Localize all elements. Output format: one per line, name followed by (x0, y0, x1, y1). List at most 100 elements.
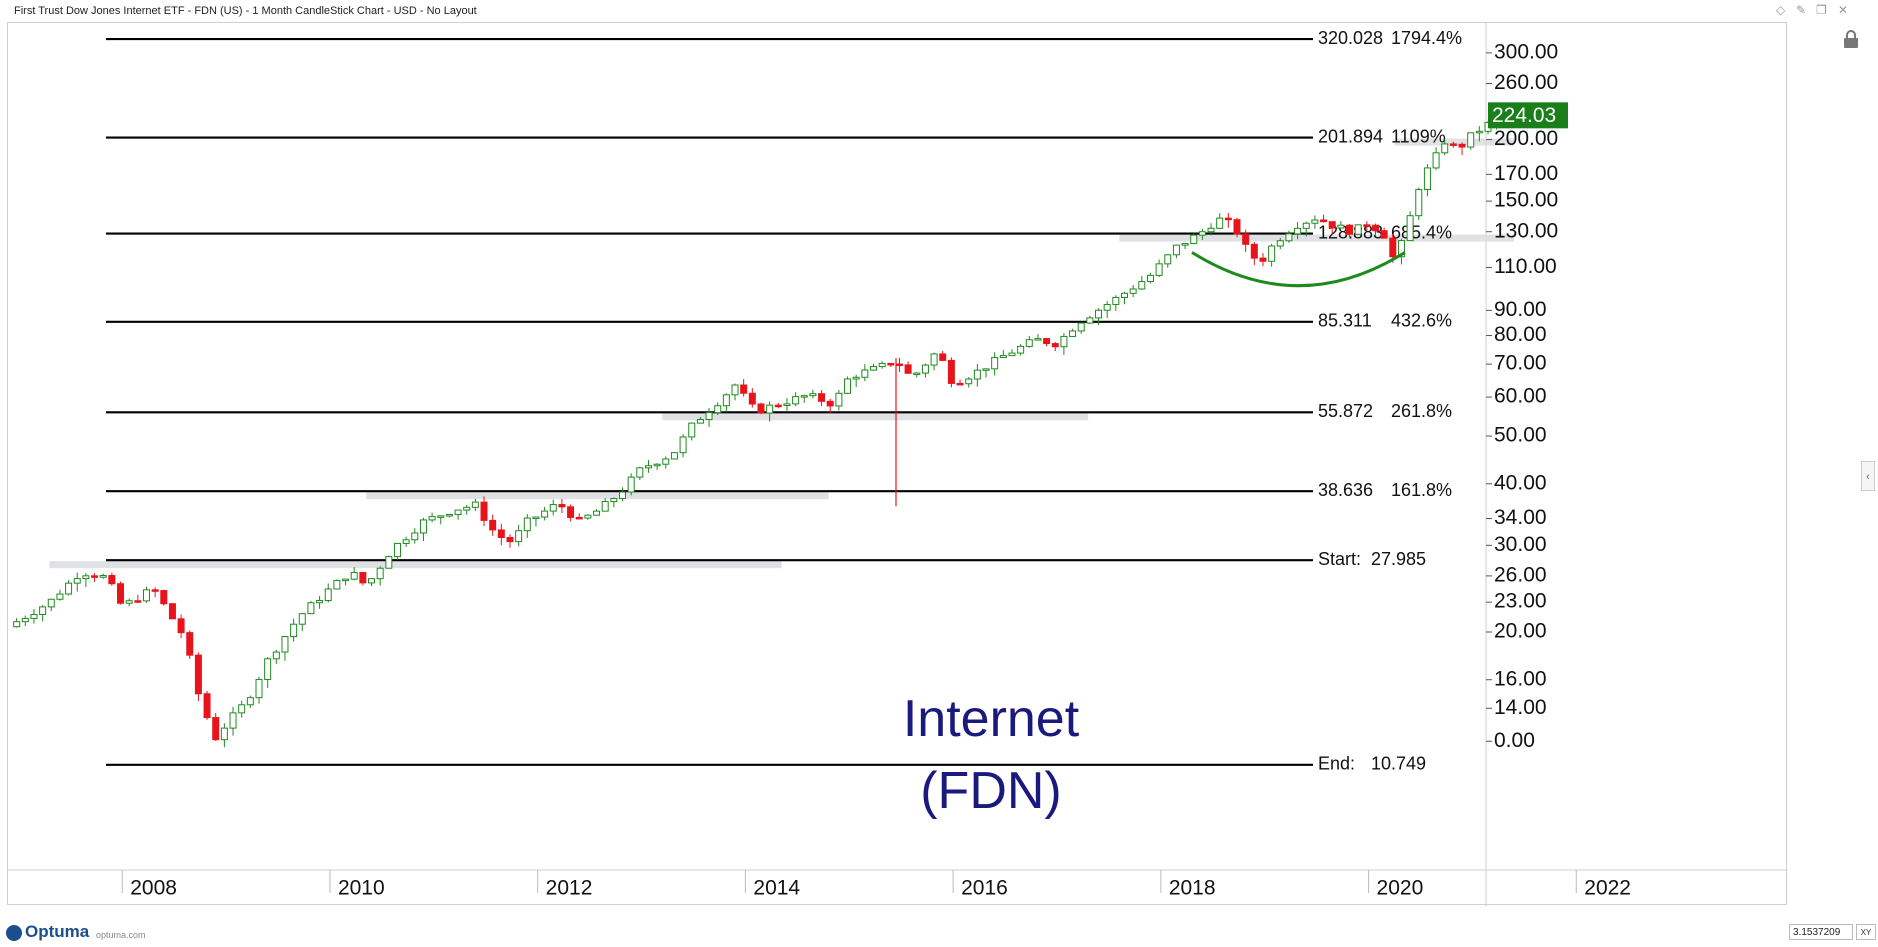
candle-body-97 (852, 376, 860, 380)
candle-body-64 (567, 506, 575, 518)
fib-pct-label-2: 685.4% (1391, 222, 1452, 242)
candle-body-38 (342, 578, 350, 582)
chevron-left-icon[interactable]: ‹ (1861, 461, 1875, 491)
candle-body-7 (73, 578, 81, 584)
candle-body-37 (333, 580, 341, 590)
candle-body-62 (549, 504, 557, 512)
candle-body-42 (376, 567, 384, 580)
candle-body-3 (39, 606, 47, 616)
candle-body-98 (861, 369, 869, 378)
candle-body-8 (82, 575, 90, 580)
candle-body-30 (272, 651, 280, 660)
candle-body-167 (1458, 143, 1466, 148)
candle-body-28 (255, 678, 263, 699)
candle-body-1 (21, 617, 29, 623)
candle-body-34 (307, 602, 315, 615)
candle-body-86 (757, 403, 765, 414)
candle-body-77 (679, 436, 687, 454)
candle-body-27 (246, 697, 254, 706)
candle-body-6 (65, 582, 73, 595)
fib-price-label-6: Start: (1318, 549, 1361, 569)
y-tick-label-20: 0.00 (1494, 729, 1535, 752)
candle-body-150 (1311, 219, 1319, 224)
candle-body-31 (281, 636, 289, 653)
y-tick-label-13: 34.00 (1494, 506, 1547, 529)
lock-icon[interactable] (1840, 28, 1862, 50)
candle-body-52 (463, 506, 471, 511)
candle-body-89 (783, 403, 791, 406)
candle-body-104 (913, 372, 921, 376)
candle-body-99 (869, 366, 877, 371)
chart-watermark: Internet (FDN) (826, 683, 1156, 827)
y-tick-label-7: 90.00 (1494, 298, 1547, 321)
xy-button[interactable]: XY (1856, 924, 1876, 940)
y-tick-label-2: 200.00 (1494, 127, 1558, 150)
candle-body-9 (91, 575, 99, 578)
candle-body-120 (1051, 343, 1059, 348)
candle-body-160 (1397, 240, 1405, 258)
candle-body-168 (1467, 132, 1475, 148)
candle-body-22 (203, 693, 211, 719)
candle-body-92 (809, 393, 817, 397)
candle-body-142 (1242, 233, 1250, 245)
scale-readout[interactable]: 3.1537209 (1789, 924, 1853, 940)
candle-body-143 (1250, 243, 1258, 259)
candle-body-24 (220, 727, 228, 741)
pin-icon[interactable]: ✎ (1796, 3, 1807, 17)
y-tick-label-12: 40.00 (1494, 471, 1547, 494)
candle-body-12 (117, 583, 125, 604)
candle-body-5 (56, 593, 64, 600)
candle-body-159 (1389, 237, 1397, 258)
candle-body-40 (359, 572, 367, 584)
candle-body-94 (826, 400, 834, 407)
candle-body-155 (1354, 224, 1362, 235)
candle-body-106 (930, 353, 938, 366)
x-tick-label-2: 2012 (546, 877, 593, 900)
candle-body-134 (1172, 244, 1180, 256)
candle-body-149 (1302, 222, 1310, 229)
candle-body-55 (489, 519, 497, 531)
candle-body-58 (515, 530, 523, 543)
candle-body-141 (1233, 219, 1241, 235)
last-price-tag (1488, 102, 1568, 129)
candle-body-20 (186, 632, 194, 656)
candle-body-122 (1069, 330, 1077, 337)
close-icon[interactable]: ✕ (1838, 3, 1849, 17)
candle-body-95 (835, 392, 843, 407)
optuma-logo: Optuma (6, 922, 89, 942)
candlestick-chart[interactable]: 320.0281794.4%201.8941109%128.883685.4%8… (8, 23, 1788, 906)
chart-panel[interactable]: 320.0281794.4%201.8941109%128.883685.4%8… (7, 22, 1788, 906)
candle-body-164 (1432, 152, 1440, 169)
y-tick-label-9: 70.00 (1494, 352, 1547, 375)
candle-body-126 (1103, 303, 1111, 311)
candle-body-132 (1155, 263, 1163, 276)
candle-body-158 (1380, 230, 1388, 239)
candle-body-60 (532, 516, 540, 520)
x-tick-label-3: 2014 (753, 877, 800, 900)
candle-body-32 (290, 623, 298, 638)
candle-body-131 (1146, 274, 1154, 283)
candle-body-19 (177, 618, 185, 634)
candle-body-152 (1328, 221, 1336, 229)
candle-body-116 (1017, 345, 1025, 354)
candle-body-51 (454, 509, 462, 516)
candle-body-151 (1320, 219, 1328, 223)
candle-body-117 (1025, 339, 1033, 347)
candle-body-17 (160, 590, 168, 605)
pattern-arc (1191, 251, 1406, 288)
candle-body-46 (411, 532, 419, 541)
candle-body-140 (1224, 217, 1232, 221)
y-tick-label-4: 150.00 (1494, 189, 1558, 212)
candle-body-153 (1337, 224, 1345, 229)
y-tick-label-11: 50.00 (1494, 424, 1547, 447)
y-tick-label-15: 26.00 (1494, 563, 1547, 586)
candle-body-63 (558, 504, 566, 508)
support-zone-1 (366, 492, 829, 500)
y-tick-label-10: 60.00 (1494, 385, 1547, 408)
candle-body-71 (627, 476, 635, 493)
candle-body-39 (350, 572, 358, 580)
candle-body-47 (419, 519, 427, 534)
restore-icon[interactable]: ❐ (1816, 3, 1827, 17)
candle-body-26 (238, 704, 246, 714)
diamond-icon[interactable]: ◇ (1776, 3, 1786, 17)
